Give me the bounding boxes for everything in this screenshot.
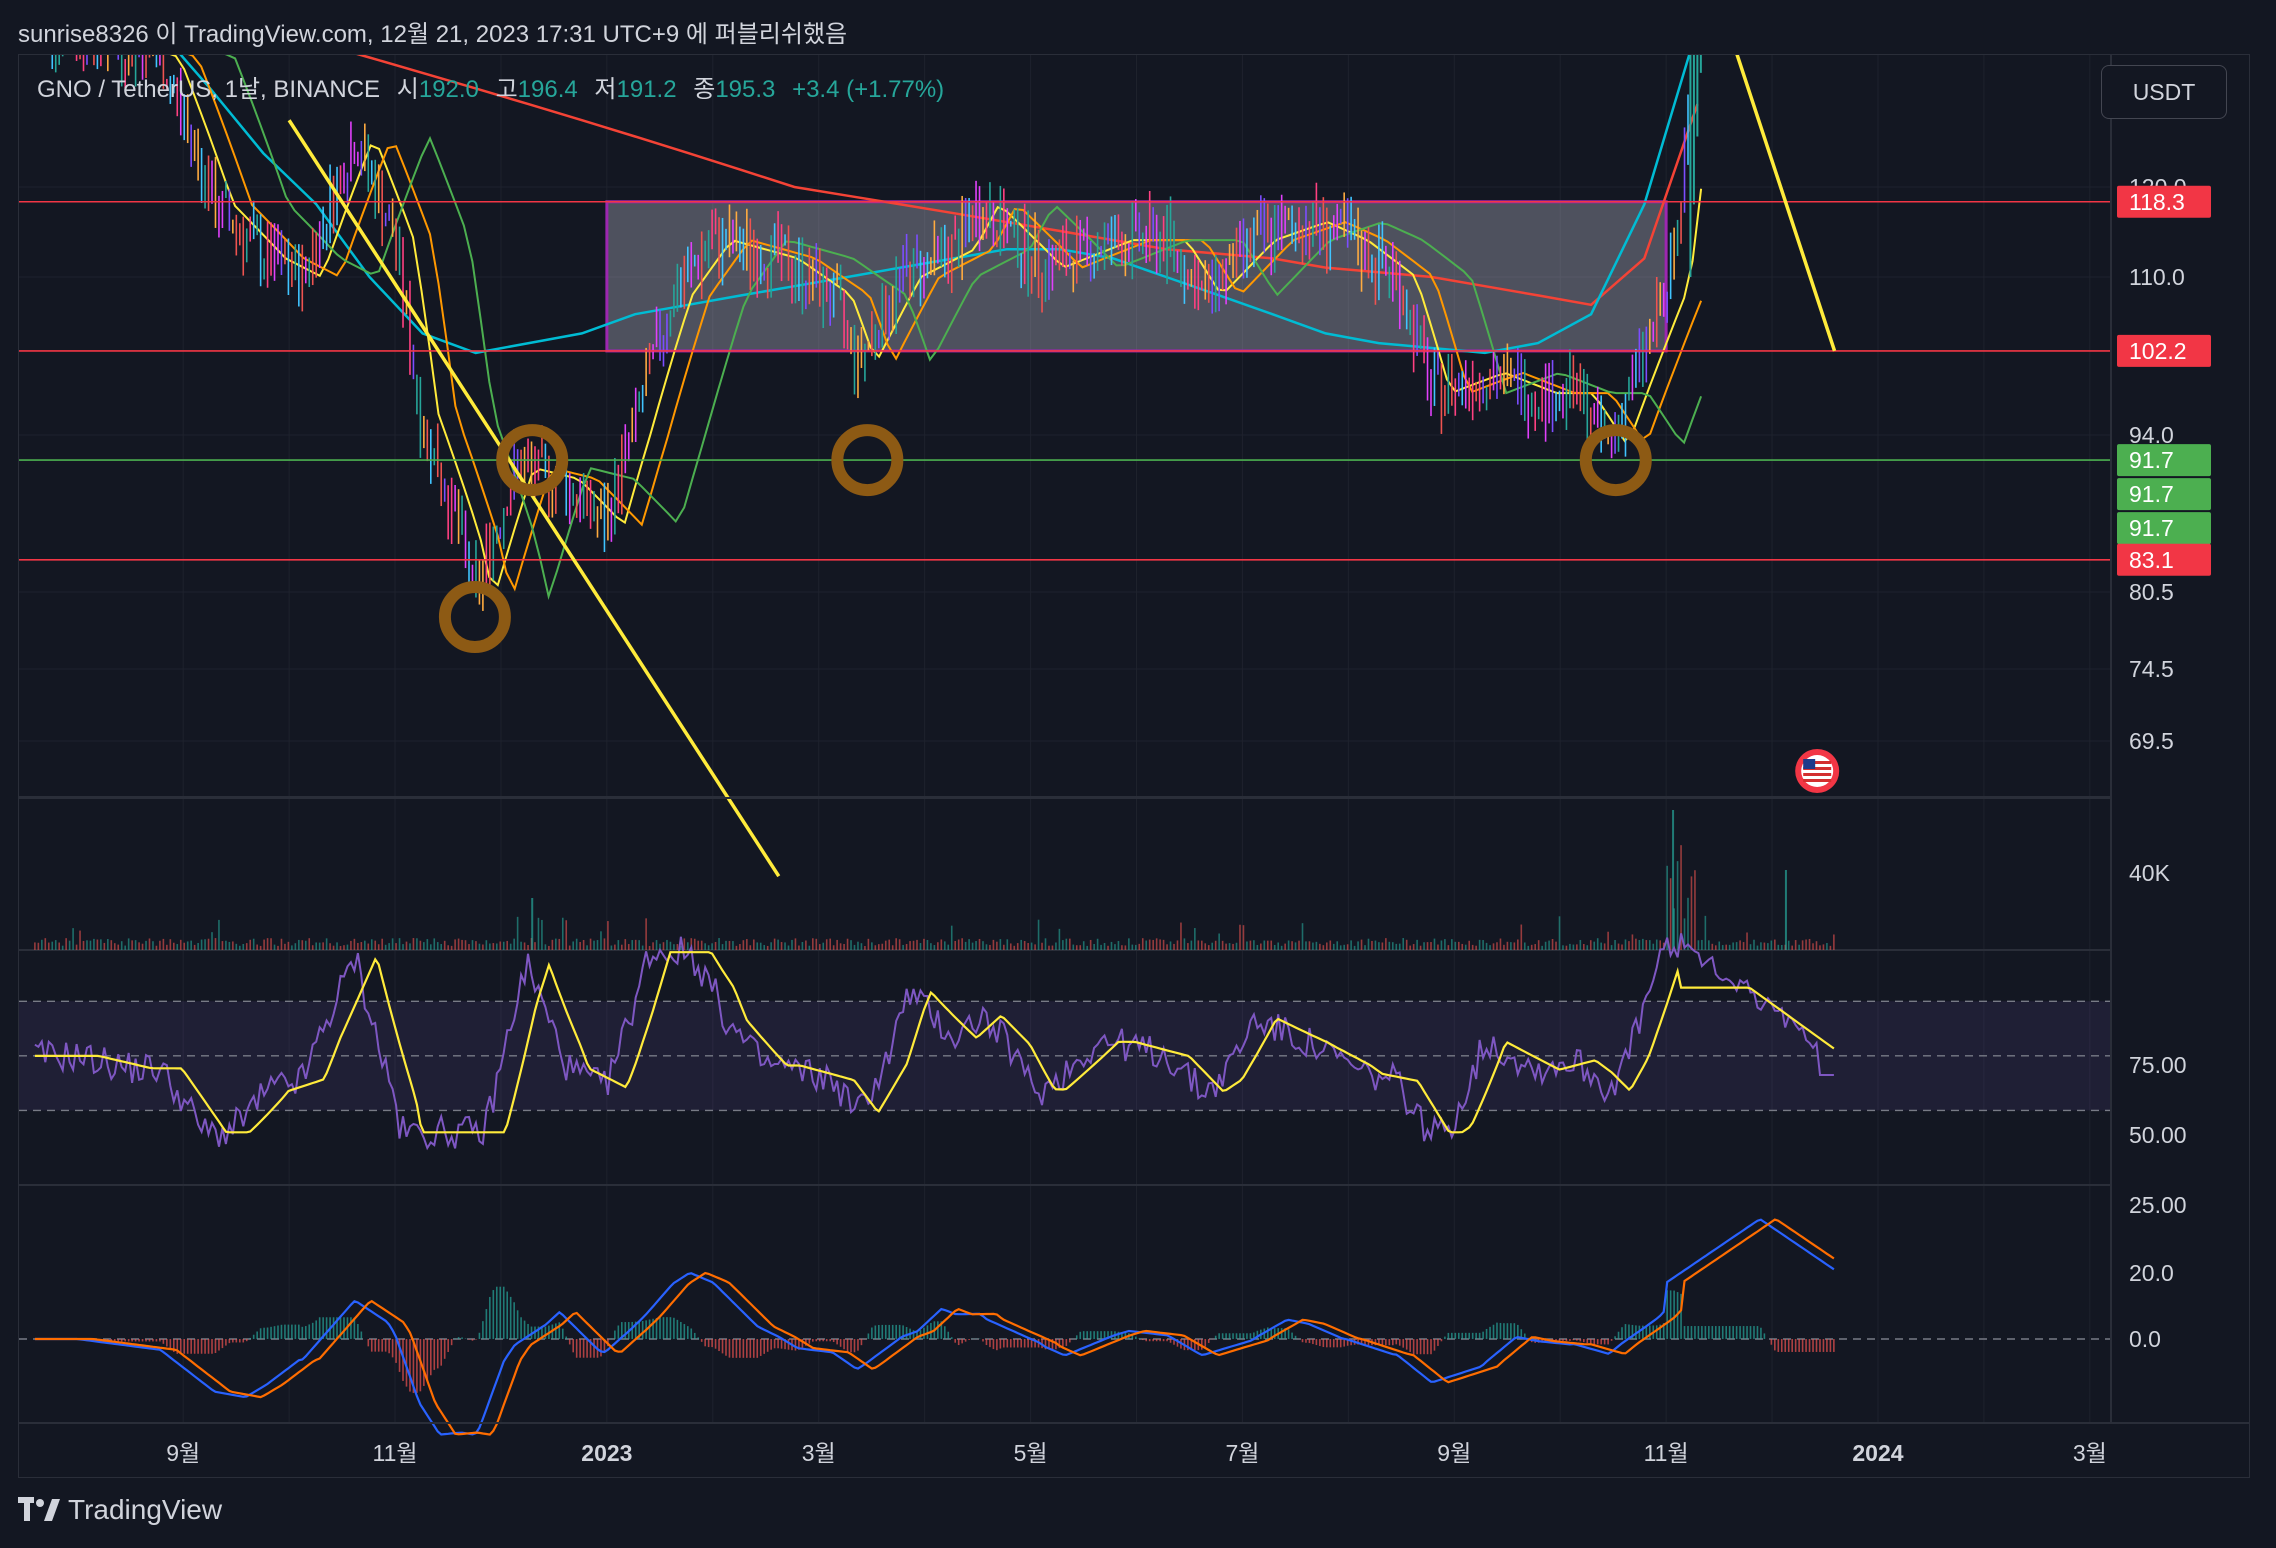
us-flag-stripe	[1803, 779, 1832, 782]
price-level-badge	[2117, 444, 2211, 477]
macd-tick-label: 20.0	[2129, 1260, 2174, 1286]
highlight-circle	[496, 424, 569, 497]
time-axis-label: 9월	[1437, 1440, 1471, 1466]
price-level-badge	[2117, 334, 2211, 367]
close-value: 195.3	[715, 76, 776, 103]
tradingview-logo-icon	[18, 1497, 60, 1523]
time-axis-label: 9월	[166, 1440, 200, 1466]
quote-currency-button[interactable]: USDT	[2101, 65, 2227, 119]
ema-line	[169, 55, 1703, 587]
open-value: 192.0	[418, 76, 479, 103]
price-level-badge	[2117, 478, 2211, 511]
publish-info: sunrise8326 이 TradingView.com, 12월 21, 2…	[18, 21, 848, 48]
ema-line	[224, 55, 1703, 601]
us-flag-stripe	[1803, 767, 1832, 770]
highlight-circle	[1579, 424, 1652, 497]
time-axis-label: 3월	[2073, 1440, 2107, 1466]
rsi-tick-label: 25.00	[2129, 1192, 2187, 1218]
rsi-tick-label: 50.00	[2129, 1122, 2187, 1148]
ema-line	[187, 55, 1703, 592]
close-label: 종	[693, 76, 716, 103]
rsi-tick-label: 75.00	[2129, 1052, 2187, 1078]
macd-tick-label: 0.0	[2129, 1326, 2161, 1352]
price-axis-bg	[2111, 55, 2249, 1423]
time-axis-label: 11월	[373, 1440, 418, 1466]
price-level-badge-label: 91.7	[2129, 515, 2174, 541]
pane-edge	[19, 797, 2111, 799]
price-level-badge-label: 118.3	[2129, 189, 2185, 215]
tradingview-logo[interactable]: TradingView	[18, 1494, 222, 1526]
volume-tick-label: 40K	[2129, 860, 2171, 886]
price-tick-label: 80.5	[2129, 579, 2174, 605]
price-level-badge-label: 83.1	[2129, 547, 2174, 573]
time-axis-label: 11월	[1644, 1440, 1689, 1466]
us-flag-stripe	[1803, 773, 1832, 776]
price-tick-label: 69.5	[2129, 728, 2174, 754]
symbol-legend[interactable]: GNO / TetherUS, 1날, BINANCE 시192.0 고196.…	[37, 69, 944, 104]
price-tick-label: 74.5	[2129, 656, 2174, 682]
trendline	[287, 119, 781, 878]
top-bar: sunrise8326 이 TradingView.com, 12월 21, 2…	[0, 0, 2276, 56]
moving-average-line	[356, 55, 1699, 307]
time-axis-label: 2024	[1852, 1440, 1903, 1466]
us-flag-stripe	[1803, 761, 1832, 764]
price-level-badge	[2117, 512, 2211, 545]
rsi-line	[34, 933, 1834, 1151]
low-label: 저	[594, 76, 617, 103]
price-level-badge	[2117, 185, 2211, 218]
highlight-circle	[438, 581, 511, 654]
high-label: 고	[495, 76, 518, 103]
price-tick-label: 94.0	[2129, 422, 2174, 448]
us-flag-canton	[1803, 759, 1816, 769]
change-value: +3.4 (+1.77%)	[792, 76, 945, 103]
price-tick-label: 110.0	[2129, 264, 2185, 290]
high-value: 196.4	[517, 76, 578, 103]
price-level-badge-label: 91.7	[2129, 481, 2174, 507]
signal-line	[34, 1218, 1835, 1436]
time-axis-label: 3월	[802, 1440, 836, 1466]
macd-line	[34, 1218, 1835, 1436]
tradingview-brand: TradingView	[68, 1494, 223, 1525]
time-axis-label: 5월	[1014, 1440, 1048, 1466]
rsi-ma-line	[34, 951, 1835, 1134]
open-label: 시	[396, 76, 419, 103]
chart-svg[interactable]: 120.0110.094.080.574.569.540K75.0050.002…	[19, 55, 2250, 1478]
low-value: 191.2	[616, 76, 677, 103]
price-level-badge-label: 91.7	[2129, 447, 2174, 473]
time-axis-label: 7월	[1225, 1440, 1259, 1466]
time-axis-label: 2023	[581, 1440, 632, 1466]
trendline	[1735, 55, 1837, 352]
highlight-circle	[831, 424, 904, 497]
price-level-badge	[2117, 543, 2211, 576]
price-level-badge-label: 102.2	[2129, 338, 2187, 364]
symbol-name[interactable]: GNO / TetherUS, 1날, BINANCE	[37, 76, 381, 103]
chart-frame[interactable]: GNO / TetherUS, 1날, BINANCE 시192.0 고196.…	[18, 54, 2250, 1478]
